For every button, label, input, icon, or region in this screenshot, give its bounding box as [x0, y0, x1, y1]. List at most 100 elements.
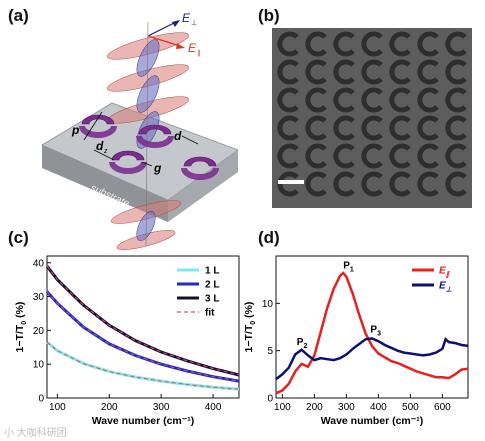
sem-ring [333, 171, 355, 197]
d-label: d [174, 129, 182, 143]
y-tick-label: 5 [267, 346, 273, 357]
sem-ring [361, 87, 383, 113]
sem-ring [445, 31, 467, 57]
substrate-front [42, 145, 168, 222]
x-tick-label: 500 [402, 402, 419, 413]
sem-ring [277, 115, 299, 141]
panel-a-schematic: substrate E ⊥ E ∥ [41, 11, 239, 250]
y-axis-label: 1−T/T0 (%) [243, 302, 257, 353]
e-par-label: E [188, 41, 197, 55]
sem-ring [361, 143, 383, 169]
x-axis-label: Wave number (cm⁻¹) [321, 415, 424, 427]
fit-line [46, 265, 240, 376]
y-tick-label: 10 [33, 360, 45, 371]
x-tick-label: 300 [153, 402, 170, 413]
sem-ring [417, 143, 439, 169]
d-dimension-line [181, 135, 199, 145]
peak-annotation: P3 [370, 325, 381, 338]
panel-label-c: (c) [8, 228, 29, 247]
x-tick-label: 600 [434, 402, 451, 413]
scale-bar [278, 180, 304, 184]
sem-ring [305, 115, 327, 141]
dz-label: d [96, 139, 104, 153]
sem-ring [333, 143, 355, 169]
ring-4 [183, 156, 217, 167]
sem-micrograph [272, 28, 472, 208]
sem-ring [277, 59, 299, 85]
fit-line [46, 291, 240, 382]
panel-label-a: (a) [8, 6, 29, 25]
sem-ring [333, 59, 355, 85]
e-par-sub: ∥ [197, 49, 201, 57]
legend-label: 3 L [205, 294, 219, 305]
sem-ring [389, 87, 411, 113]
watermark: 小 大咖科研团 [4, 428, 67, 439]
p-label: p [71, 123, 79, 137]
sem-ring [361, 115, 383, 141]
g-dimension-line [141, 161, 153, 167]
sem-ring [361, 171, 383, 197]
panel-label-d: (d) [258, 228, 280, 247]
e-par-arrowhead [176, 43, 185, 49]
sem-ring [445, 143, 467, 169]
x-tick-label: 200 [101, 402, 118, 413]
chart-d: 100 200 300 400 500 600 0 5 10 Wave number (cm⁻¹)… [243, 255, 469, 427]
dz-sub: z [103, 148, 108, 155]
ring-5 [79, 125, 117, 138]
chart-c: 100 200 300 400 0 10 20 30 40 Wave number (cm⁻¹) 1… [14, 255, 240, 427]
x-tick-label: 100 [274, 402, 291, 413]
y-tick-label: 30 [33, 292, 45, 303]
sem-ring [305, 171, 327, 197]
plot-frame [275, 255, 469, 399]
sem-ring [333, 87, 355, 113]
series-line [275, 337, 469, 381]
ring-3 [111, 150, 145, 161]
x-tick-label: 400 [370, 402, 387, 413]
y-tick-label: 0 [267, 394, 273, 405]
sem-ring [389, 115, 411, 141]
series-line [46, 341, 240, 391]
sem-ring [417, 59, 439, 85]
peak-annotation: P1 [343, 260, 354, 273]
sem-ring [389, 143, 411, 169]
dz-dimension-line [93, 149, 115, 161]
sem-ring [417, 31, 439, 57]
x-tick-label: 100 [49, 402, 66, 413]
sem-ring [445, 115, 467, 141]
y-tick-label: 20 [33, 326, 45, 337]
e-perp-arrow [147, 21, 177, 37]
sem-ring [305, 59, 327, 85]
e-perp-arrowhead [172, 20, 180, 27]
legend-label: 2 L [205, 280, 219, 291]
beam-axis [145, 21, 149, 247]
sem-ring [417, 171, 439, 197]
x-tick-label: 300 [338, 402, 355, 413]
sem-ring [445, 59, 467, 85]
fit-line [46, 341, 240, 390]
y-tick-label: 0 [38, 394, 44, 405]
e-perp-sub: ⊥ [191, 20, 197, 27]
ring-7 [109, 161, 147, 174]
sem-ring [305, 87, 327, 113]
plot-frame [46, 255, 240, 399]
sem-ring [305, 31, 327, 57]
sem-ring [333, 31, 355, 57]
legend-label: E⊥ [439, 281, 452, 294]
panel-label-b: (b) [258, 6, 280, 25]
p-dimension-line [83, 111, 103, 141]
e-par-arrow [147, 35, 181, 47]
sem-ring [361, 59, 383, 85]
ring-1 [81, 114, 115, 125]
sem-ring [445, 87, 467, 113]
sem-ring [277, 31, 299, 57]
legend-label: E∥ [439, 266, 451, 279]
sem-ring [305, 143, 327, 169]
legend-label: 1 L [205, 266, 219, 277]
sem-ring [389, 171, 411, 197]
y-tick-label: 10 [262, 299, 274, 310]
ring-2 [138, 124, 172, 135]
sem-ring [389, 31, 411, 57]
x-tick-label: 400 [205, 402, 222, 413]
sem-ring [417, 115, 439, 141]
peak-annotation: P2 [297, 337, 308, 350]
